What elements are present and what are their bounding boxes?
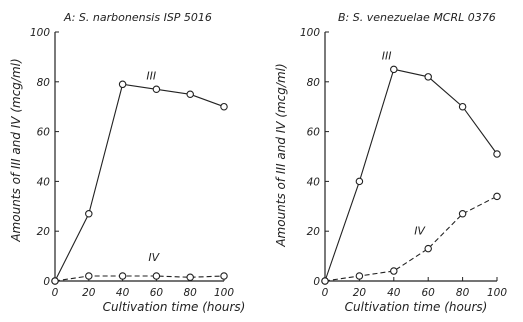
panel-a-series-iv-point — [51, 277, 59, 285]
panel-b-series-iii-label: III — [382, 49, 392, 62]
panel-a-series-iv-point — [220, 272, 228, 280]
panel-b-y-tick-label: 0 — [313, 276, 320, 288]
panel-b-series-iv-point — [355, 272, 364, 280]
panel-b-x-tick-label: 100 — [487, 287, 507, 299]
panel-a-x-tick-label: 80 — [184, 287, 198, 299]
panel-b-series-iv-point — [424, 244, 432, 253]
panel-a-series-iv-point — [152, 272, 161, 280]
panel-b-series-iii-line — [324, 68, 498, 282]
panel-a-x-tick-label: 60 — [150, 287, 164, 299]
panel-a: A: S. narbonensis ISP 5016 Cultivation t… — [9, 11, 245, 314]
panel-a-x-axis-label: Cultivation time (hours) — [103, 300, 246, 314]
panel-b-series-iii-point — [458, 102, 467, 111]
panel-b-x-axis-label: Cultivation time (hours) — [345, 300, 488, 314]
panel-a-series-iii-label: III — [146, 69, 156, 82]
panel-a-y-axis-label: Amounts of III and IV (mcg/ml) — [9, 58, 23, 242]
panel-b-y-axis-label: Amounts of III and IV (mcg/ml) — [274, 63, 288, 247]
panel-b-series-iv-point — [458, 210, 467, 218]
panel-b-x-tick-label: 80 — [456, 287, 470, 299]
panel-b-y-tick-label: 100 — [300, 27, 320, 39]
panel-a-series-iv-point — [186, 273, 194, 282]
panel-b-series-iv-point — [390, 267, 398, 275]
panel-b-series-iv-line — [324, 195, 498, 282]
panel-b-y-tick-label: 20 — [307, 226, 321, 238]
panel-b-y-tick-label: 80 — [307, 77, 321, 89]
panel-b-series-iv-label: IV — [414, 225, 426, 238]
panel-a-y-tick-label: 20 — [37, 226, 51, 238]
panel-a-series-iii-point — [85, 210, 93, 218]
panel-b-series-iii-point — [424, 73, 432, 81]
panel-b-x-tick-label: 0 — [322, 287, 329, 299]
panel-b-title: B: S. venezuelae MCRL 0376 — [338, 11, 496, 24]
panel-a-y-tick-label: 40 — [37, 176, 51, 188]
panel-b-y-tick-label: 60 — [307, 127, 321, 139]
panel-b-series-iv-point — [321, 277, 329, 285]
panel-a-y-tick-label: 0 — [43, 276, 50, 288]
panel-b-x-tick-label: 20 — [353, 287, 367, 299]
panel-a-x-tick-label: 0 — [52, 287, 59, 299]
panel-a-series-iii-point — [118, 80, 127, 89]
panel-a-y-tick-label: 80 — [37, 77, 51, 89]
panel-b-x-tick-label: 40 — [387, 287, 401, 299]
panel-b-x-tick-label: 60 — [422, 287, 436, 299]
panel-a-series-iii-line — [54, 83, 225, 282]
panel-b: B: S. venezuelae MCRL 0376 Cultivation t… — [274, 11, 507, 314]
panel-a-series-iv-point — [85, 272, 93, 280]
panel-a-series-iv-label: IV — [148, 251, 160, 264]
panel-b-y-tick-label: 40 — [307, 176, 321, 188]
panel-a-series-iii-point — [152, 85, 161, 94]
panel-b-series-iv-point — [493, 192, 501, 201]
panel-b-series-iii-point — [390, 65, 398, 74]
panel-a-y-tick-label: 100 — [30, 27, 50, 39]
panel-a-series-iv-line — [54, 275, 225, 282]
panel-a-series-iv-point — [118, 272, 127, 280]
panel-a-y-tick-label: 60 — [37, 127, 51, 139]
panel-a-title: A: S. narbonensis ISP 5016 — [63, 11, 212, 24]
panel-a-series-iii-point — [186, 90, 194, 99]
panel-a-x-tick-label: 40 — [116, 287, 130, 299]
panel-b-series-iii-point — [493, 150, 501, 158]
panel-b-series-iii-point — [355, 177, 364, 186]
panel-a-series-iii-point — [220, 102, 228, 111]
panel-a-x-tick-label: 100 — [214, 287, 234, 299]
panel-a-x-tick-label: 20 — [82, 287, 96, 299]
